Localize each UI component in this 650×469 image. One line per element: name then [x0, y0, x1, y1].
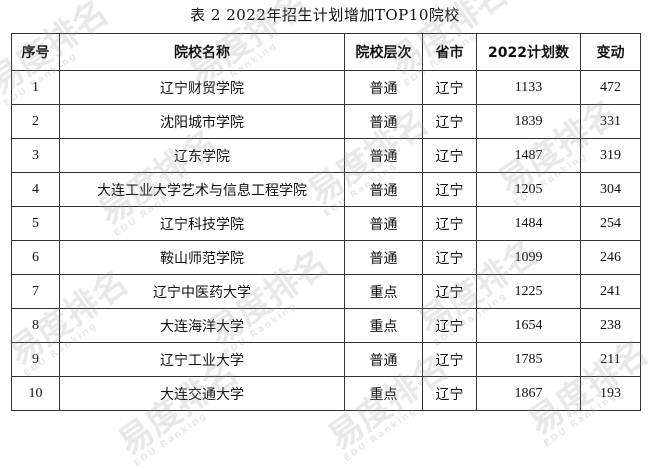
cell-plan: 1099: [476, 240, 581, 275]
cell-change: 331: [580, 104, 641, 139]
cell-level: 重点: [344, 274, 423, 309]
cell-plan: 1785: [476, 342, 581, 377]
cell-province: 辽宁: [422, 342, 477, 377]
cell-school-name: 辽宁中医药大学: [59, 274, 345, 309]
cell-province: 辽宁: [422, 206, 477, 241]
cell-level: 普通: [344, 206, 423, 241]
cell-province: 辽宁: [422, 138, 477, 173]
table-row: 4 大连工业大学艺术与信息工程学院 普通 辽宁 1205 304: [11, 172, 641, 207]
cell-plan: 1205: [476, 172, 581, 207]
cell-change: 254: [580, 206, 641, 241]
table-header-row: 序号 院校名称 院校层次 省市 2022计划数 变动: [11, 33, 641, 71]
cell-school-name: 大连海洋大学: [59, 308, 345, 343]
cell-school-name: 辽宁工业大学: [59, 342, 345, 377]
cell-level: 重点: [344, 308, 423, 343]
cell-change: 238: [580, 308, 641, 343]
cell-province: 辽宁: [422, 376, 477, 411]
cell-plan: 1484: [476, 206, 581, 241]
cell-change: 319: [580, 138, 641, 173]
table-row: 9 辽宁工业大学 普通 辽宁 1785 211: [11, 342, 641, 377]
cell-plan: 1839: [476, 104, 581, 139]
table-row: 3 辽东学院 普通 辽宁 1487 319: [11, 138, 641, 173]
table-row: 6 鞍山师范学院 普通 辽宁 1099 246: [11, 240, 641, 275]
header-province: 省市: [422, 33, 477, 71]
cell-school-name: 大连交通大学: [59, 376, 345, 411]
cell-province: 辽宁: [422, 308, 477, 343]
cell-no: 8: [11, 308, 60, 343]
cell-level: 普通: [344, 342, 423, 377]
cell-plan: 1225: [476, 274, 581, 309]
table-row: 8 大连海洋大学 重点 辽宁 1654 238: [11, 308, 641, 343]
table-row: 1 辽宁财贸学院 普通 辽宁 1133 472: [11, 70, 641, 105]
top10-table: 序号 院校名称 院校层次 省市 2022计划数 变动 1 辽宁财贸学院 普通 辽…: [11, 33, 641, 411]
table-row: 2 沈阳城市学院 普通 辽宁 1839 331: [11, 104, 641, 139]
cell-no: 5: [11, 206, 60, 241]
cell-no: 6: [11, 240, 60, 275]
cell-province: 辽宁: [422, 172, 477, 207]
table-row: 10 大连交通大学 重点 辽宁 1867 193: [11, 376, 641, 411]
cell-no: 3: [11, 138, 60, 173]
header-school-level: 院校层次: [344, 33, 423, 71]
table-caption: 表 2 2022年招生计划增加TOP10院校: [190, 6, 460, 24]
cell-level: 普通: [344, 240, 423, 275]
cell-change: 193: [580, 376, 641, 411]
cell-province: 辽宁: [422, 70, 477, 105]
cell-no: 4: [11, 172, 60, 207]
table-row: 5 辽宁科技学院 普通 辽宁 1484 254: [11, 206, 641, 241]
cell-plan: 1867: [476, 376, 581, 411]
cell-plan: 1654: [476, 308, 581, 343]
cell-no: 10: [11, 376, 60, 411]
cell-province: 辽宁: [422, 274, 477, 309]
cell-change: 211: [580, 342, 641, 377]
cell-province: 辽宁: [422, 104, 477, 139]
header-school-name: 院校名称: [59, 33, 345, 71]
cell-school-name: 辽宁科技学院: [59, 206, 345, 241]
cell-school-name: 辽东学院: [59, 138, 345, 173]
cell-level: 普通: [344, 70, 423, 105]
cell-no: 9: [11, 342, 60, 377]
table-row: 7 辽宁中医药大学 重点 辽宁 1225 241: [11, 274, 641, 309]
cell-no: 2: [11, 104, 60, 139]
cell-province: 辽宁: [422, 240, 477, 275]
cell-no: 1: [11, 70, 60, 105]
cell-plan: 1133: [476, 70, 581, 105]
cell-school-name: 沈阳城市学院: [59, 104, 345, 139]
cell-school-name: 大连工业大学艺术与信息工程学院: [59, 172, 345, 207]
cell-no: 7: [11, 274, 60, 309]
cell-level: 普通: [344, 104, 423, 139]
header-plan-2022: 2022计划数: [476, 33, 581, 71]
cell-school-name: 辽宁财贸学院: [59, 70, 345, 105]
cell-change: 304: [580, 172, 641, 207]
header-change: 变动: [580, 33, 641, 71]
cell-change: 241: [580, 274, 641, 309]
cell-change: 472: [580, 70, 641, 105]
cell-change: 246: [580, 240, 641, 275]
cell-level: 重点: [344, 376, 423, 411]
cell-level: 普通: [344, 138, 423, 173]
cell-plan: 1487: [476, 138, 581, 173]
cell-level: 普通: [344, 172, 423, 207]
header-no: 序号: [11, 33, 60, 71]
cell-school-name: 鞍山师范学院: [59, 240, 345, 275]
